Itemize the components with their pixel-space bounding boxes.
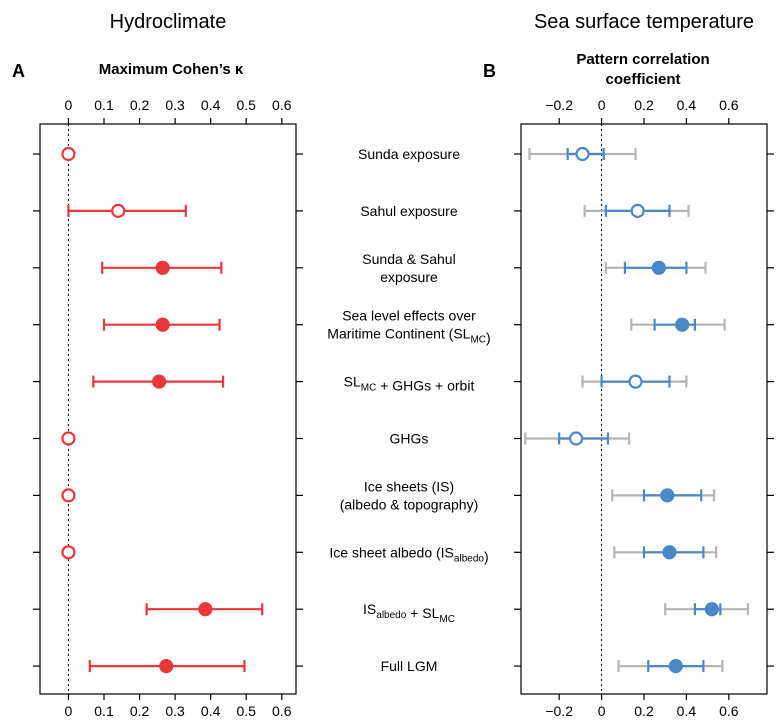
row-label-text: ) — [484, 548, 489, 564]
row-label-subscript: albedo — [454, 553, 484, 564]
panel-a-point — [152, 374, 167, 389]
panel-b-point — [575, 146, 590, 162]
panel-a-point — [61, 431, 76, 446]
panel-a-top-tick-label: 0.3 — [165, 97, 185, 113]
panel-b-bottom-tick-label: 0.4 — [677, 703, 697, 719]
panel-b-top-tick-label: −0.2 — [545, 97, 573, 113]
panel-b-point — [668, 658, 683, 674]
row-label-text: ) — [486, 330, 491, 346]
row-label: Sea level effects over — [342, 308, 476, 324]
panel-b-point — [675, 317, 690, 332]
panel-a-axis-title: Maximum Cohen’s κ — [99, 61, 244, 78]
row-label-subscript: MC — [470, 335, 486, 346]
panel-a-point — [61, 146, 76, 162]
panel-a-bottom-tick-label: 0.2 — [130, 703, 150, 719]
panel-a-point — [155, 317, 170, 332]
row-label-subscript: MC — [439, 614, 455, 625]
row-label: GHGs — [390, 431, 429, 447]
row-label: SLMC + GHGs + orbit — [344, 374, 475, 394]
row-label-text: Sea level effects over — [342, 308, 476, 324]
panel-b-bottom-tick-label: −0.2 — [545, 703, 573, 719]
panel-a-point — [198, 602, 213, 617]
row-label-subscript: albedo — [376, 610, 406, 621]
panel-b-bottom-tick-label: 0.6 — [719, 703, 739, 719]
row-label: Ice sheets (IS) — [364, 478, 454, 494]
panel-b-top-tick-label: 0.2 — [634, 97, 654, 113]
row-label-text: exposure — [380, 269, 438, 285]
panel-letter-a: A — [12, 61, 25, 81]
panel-b-point — [630, 203, 645, 218]
panel-b-bottom-tick-label: 0 — [598, 703, 606, 719]
row-label-text: + SL — [406, 605, 439, 621]
panel-b-bottom-tick-label: 0.2 — [634, 703, 654, 719]
row-label: Full LGM — [381, 658, 438, 674]
row-label-text: Sahul exposure — [360, 203, 458, 219]
panel-a-point — [61, 488, 76, 503]
panel-b-top-tick-label: 0.6 — [719, 97, 739, 113]
row-label: (albedo & topography) — [340, 496, 479, 512]
panel-a-point — [155, 260, 170, 275]
panel-a-bottom-tick-label: 0.6 — [272, 703, 292, 719]
panel-a-top-tick-label: 0.4 — [201, 97, 221, 113]
panel-a-point — [111, 203, 126, 218]
panel-a-point — [61, 545, 76, 560]
panel-letter-b: B — [483, 61, 496, 81]
panel-a-bottom-tick-label: 0.4 — [201, 703, 221, 719]
row-label-subscript: MC — [361, 383, 377, 394]
panel-a-bottom-tick-label: 0.3 — [165, 703, 185, 719]
row-label: Sahul exposure — [360, 203, 458, 219]
row-label: Sunda exposure — [358, 146, 460, 162]
panel-a-top-tick-label: 0.2 — [130, 97, 150, 113]
panel-a-bottom-tick-label: 0.1 — [94, 703, 114, 719]
panel-b-point — [662, 545, 677, 560]
row-label: Sunda & Sahul — [362, 251, 455, 267]
panel-a-point — [159, 658, 174, 674]
row-label-text: Ice sheets (IS) — [364, 478, 454, 494]
panel-b-top-tick-label: 0.4 — [677, 97, 697, 113]
column-title-hydroclimate: Hydroclimate — [110, 11, 227, 33]
row-label-text: Sunda & Sahul — [362, 251, 455, 267]
row-label-text: Maritime Continent (SL — [327, 326, 470, 342]
row-label-text: Full LGM — [381, 658, 438, 674]
row-label-text: Sunda exposure — [358, 146, 460, 162]
panel-a-plot-frame — [39, 123, 297, 695]
row-labels: Sunda exposure Sahul exposure Sunda & Sahu… — [327, 146, 490, 674]
panel-a-top-tick-label: 0.1 — [94, 97, 114, 113]
panel-a-top-tick-label: 0.5 — [236, 97, 256, 113]
row-label-text: + GHGs + orbit — [376, 378, 474, 394]
panel-a-bottom-tick-label: 0 — [65, 703, 73, 719]
row-label-text: IS — [363, 601, 376, 617]
panel-b-chart: −0.2 −0.2 0 0 0.2 0.2 0.4 0.4 0.6 0.6 — [514, 97, 774, 719]
panel-a-chart: 0 0 0.1 0.1 0.2 0.2 0.3 0.3 0.4 0.4 0.5 0.5 0.6 0.6 — [33, 97, 303, 719]
row-label: exposure — [380, 269, 438, 285]
row-label-text: GHGs — [390, 431, 429, 447]
panel-b-point — [651, 260, 666, 275]
panel-a-top-tick-label: 0 — [65, 97, 73, 113]
row-label-text: SL — [344, 374, 361, 390]
panel-a-top-tick-label: 0.6 — [272, 97, 292, 113]
panel-a-bottom-tick-label: 0.5 — [236, 703, 256, 719]
row-label-text: Ice sheet albedo (IS — [329, 544, 454, 560]
column-title-sst: Sea surface temperature — [534, 11, 754, 33]
panel-b-axis-title-line2: coefficient — [605, 71, 680, 88]
panel-b-top-tick-label: 0 — [598, 97, 606, 113]
row-label: Ice sheet albedo (ISalbedo) — [329, 544, 488, 564]
row-label: ISalbedo + SLMC — [363, 601, 455, 625]
panel-b-point — [660, 488, 675, 503]
row-label-text: (albedo & topography) — [340, 496, 479, 512]
panel-b-point — [569, 431, 584, 446]
panel-b-axis-title-line1: Pattern correlation — [576, 51, 709, 68]
row-label: Maritime Continent (SLMC) — [327, 326, 490, 346]
panel-b-point — [704, 602, 719, 617]
panel-b-point — [628, 374, 643, 389]
